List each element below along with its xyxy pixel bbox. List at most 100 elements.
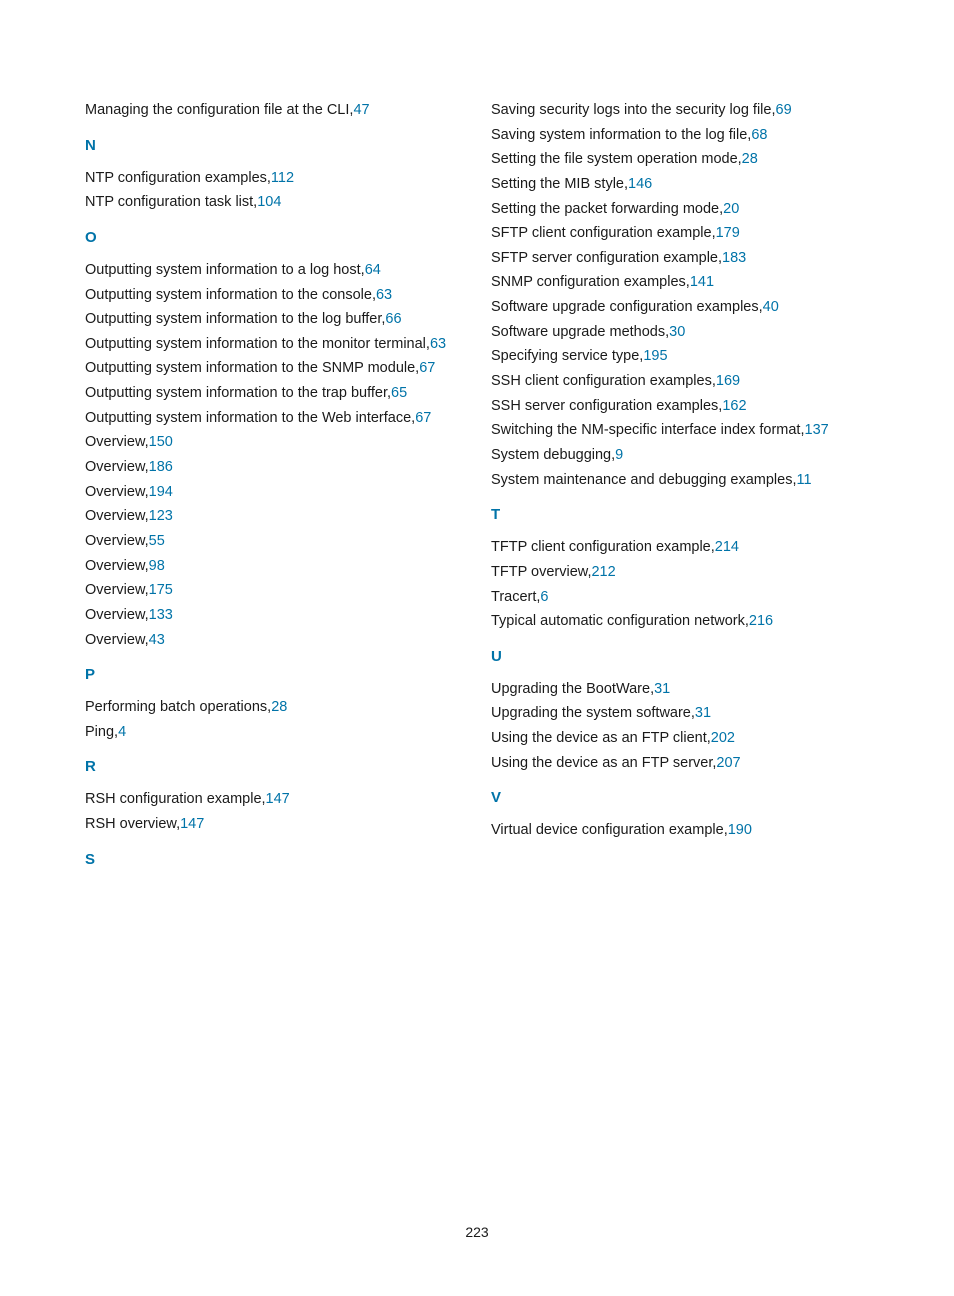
index-page-link[interactable]: 179 [716, 225, 740, 241]
index-page-link[interactable]: 186 [149, 459, 173, 475]
index-page-link[interactable]: 28 [271, 699, 287, 715]
index-page-link[interactable]: 169 [716, 373, 740, 389]
index-entry: Managing the configuration file at the C… [85, 98, 463, 123]
index-page-link[interactable]: 137 [805, 422, 829, 438]
index-entry-text: Overview [85, 434, 145, 450]
index-entry-text: Software upgrade methods [491, 324, 665, 340]
index-page-link[interactable]: 65 [391, 385, 407, 401]
index-page-link[interactable]: 43 [149, 632, 165, 648]
index-entry-text: Overview [85, 582, 145, 598]
index-page-link[interactable]: 20 [723, 201, 739, 217]
index-entry: Tracert,6 [491, 585, 869, 610]
index-entry-text: SNMP configuration examples [491, 274, 686, 290]
index-page-link[interactable]: 207 [716, 755, 740, 771]
index-page-link[interactable]: 31 [654, 681, 670, 697]
index-entry: Upgrading the system software,31 [491, 701, 869, 726]
index-entry-text: Overview [85, 484, 145, 500]
index-entry: TFTP overview,212 [491, 560, 869, 585]
index-page-link[interactable]: 212 [591, 564, 615, 580]
index-entry: Typical automatic configuration network,… [491, 609, 869, 634]
index-entry-text: System debugging [491, 447, 611, 463]
index-page-link[interactable]: 104 [257, 194, 281, 210]
index-entry: Performing batch operations,28 [85, 695, 463, 720]
index-page-link[interactable]: 175 [149, 582, 173, 598]
index-page-link[interactable]: 63 [376, 287, 392, 303]
index-entry: Overview,43 [85, 628, 463, 653]
index-page-link[interactable]: 183 [722, 250, 746, 266]
index-entry: Overview,55 [85, 529, 463, 554]
index-page-link[interactable]: 123 [149, 508, 173, 524]
index-entry: System debugging,9 [491, 443, 869, 468]
index-page-link[interactable]: 162 [722, 398, 746, 414]
index-page-link[interactable]: 133 [149, 607, 173, 623]
index-page-link[interactable]: 214 [715, 539, 739, 555]
index-entry-text: Saving security logs into the security l… [491, 102, 771, 118]
index-page-link[interactable]: 216 [749, 613, 773, 629]
index-entry-text: Upgrading the system software [491, 705, 691, 721]
index-entry-text: Outputting system information to the Web… [85, 410, 411, 426]
index-entry: Outputting system information to the mon… [85, 332, 463, 357]
index-page-link[interactable]: 146 [628, 176, 652, 192]
index-entry-text: Managing the configuration file at the C… [85, 102, 349, 118]
index-entry: Setting the file system operation mode,2… [491, 147, 869, 172]
index-entry: TFTP client configuration example,214 [491, 535, 869, 560]
index-entry-text: Outputting system information to the log… [85, 311, 381, 327]
index-entry: SSH server configuration examples,162 [491, 394, 869, 419]
index-page-link[interactable]: 55 [149, 533, 165, 549]
index-entry: Using the device as an FTP client,202 [491, 726, 869, 751]
index-entry-text: Specifying service type [491, 348, 639, 364]
index-page-link[interactable]: 66 [385, 311, 401, 327]
index-page-link[interactable]: 98 [149, 558, 165, 574]
index-page-link[interactable]: 150 [149, 434, 173, 450]
index-entry: Outputting system information to the log… [85, 307, 463, 332]
index-entry: Software upgrade configuration examples,… [491, 295, 869, 320]
index-entry: Outputting system information to a log h… [85, 258, 463, 283]
index-page-link[interactable]: 28 [742, 151, 758, 167]
index-page-link[interactable]: 147 [266, 791, 290, 807]
index-page-link[interactable]: 195 [643, 348, 667, 364]
index-entry-text: Using the device as an FTP client [491, 730, 707, 746]
index-page-link[interactable]: 68 [751, 127, 767, 143]
index-entry-text: Virtual device configuration example [491, 822, 724, 838]
index-entry: Overview,150 [85, 430, 463, 455]
index-page-link[interactable]: 202 [711, 730, 735, 746]
index-page-link[interactable]: 63 [430, 336, 446, 352]
index-entry: Saving system information to the log fil… [491, 123, 869, 148]
index-page-link[interactable]: 69 [776, 102, 792, 118]
index-page-link[interactable]: 64 [365, 262, 381, 278]
index-page-link[interactable]: 147 [180, 816, 204, 832]
index-entry-text: Using the device as an FTP server [491, 755, 712, 771]
index-page-link[interactable]: 11 [797, 472, 812, 488]
index-entry-text: TFTP client configuration example [491, 539, 711, 555]
index-page-link[interactable]: 4 [118, 724, 126, 740]
index-entry: NTP configuration examples,112 [85, 166, 463, 191]
index-page-link[interactable]: 31 [695, 705, 711, 721]
index-entry-text: Overview [85, 459, 145, 475]
index-entry-text: NTP configuration examples [85, 170, 267, 186]
section-letter: P [85, 666, 463, 683]
section-letter: T [491, 506, 869, 523]
index-entry: Outputting system information to the con… [85, 283, 463, 308]
index-page-link[interactable]: 141 [690, 274, 714, 290]
index-entry: Ping,4 [85, 720, 463, 745]
index-page-link[interactable]: 6 [540, 589, 548, 605]
index-entry: Outputting system information to the SNM… [85, 356, 463, 381]
index-entry: SFTP server configuration example,183 [491, 246, 869, 271]
index-page-link[interactable]: 190 [728, 822, 752, 838]
index-page-link[interactable]: 40 [763, 299, 779, 315]
index-page-link[interactable]: 47 [353, 102, 369, 118]
index-page-link[interactable]: 30 [669, 324, 685, 340]
index-entry: Using the device as an FTP server,207 [491, 751, 869, 776]
index-page-link[interactable]: 112 [271, 170, 294, 186]
index-entry-text: Outputting system information to a log h… [85, 262, 361, 278]
index-page-link[interactable]: 194 [149, 484, 173, 500]
index-entry: Saving security logs into the security l… [491, 98, 869, 123]
index-entry-text: SFTP client configuration example [491, 225, 712, 241]
index-page-link[interactable]: 67 [419, 360, 435, 376]
index-page-link[interactable]: 67 [415, 410, 431, 426]
index-entry-text: Software upgrade configuration examples [491, 299, 759, 315]
index-entry: Overview,123 [85, 504, 463, 529]
section-letter: O [85, 229, 463, 246]
index-entry: Outputting system information to the Web… [85, 406, 463, 431]
index-page-link[interactable]: 9 [615, 447, 623, 463]
